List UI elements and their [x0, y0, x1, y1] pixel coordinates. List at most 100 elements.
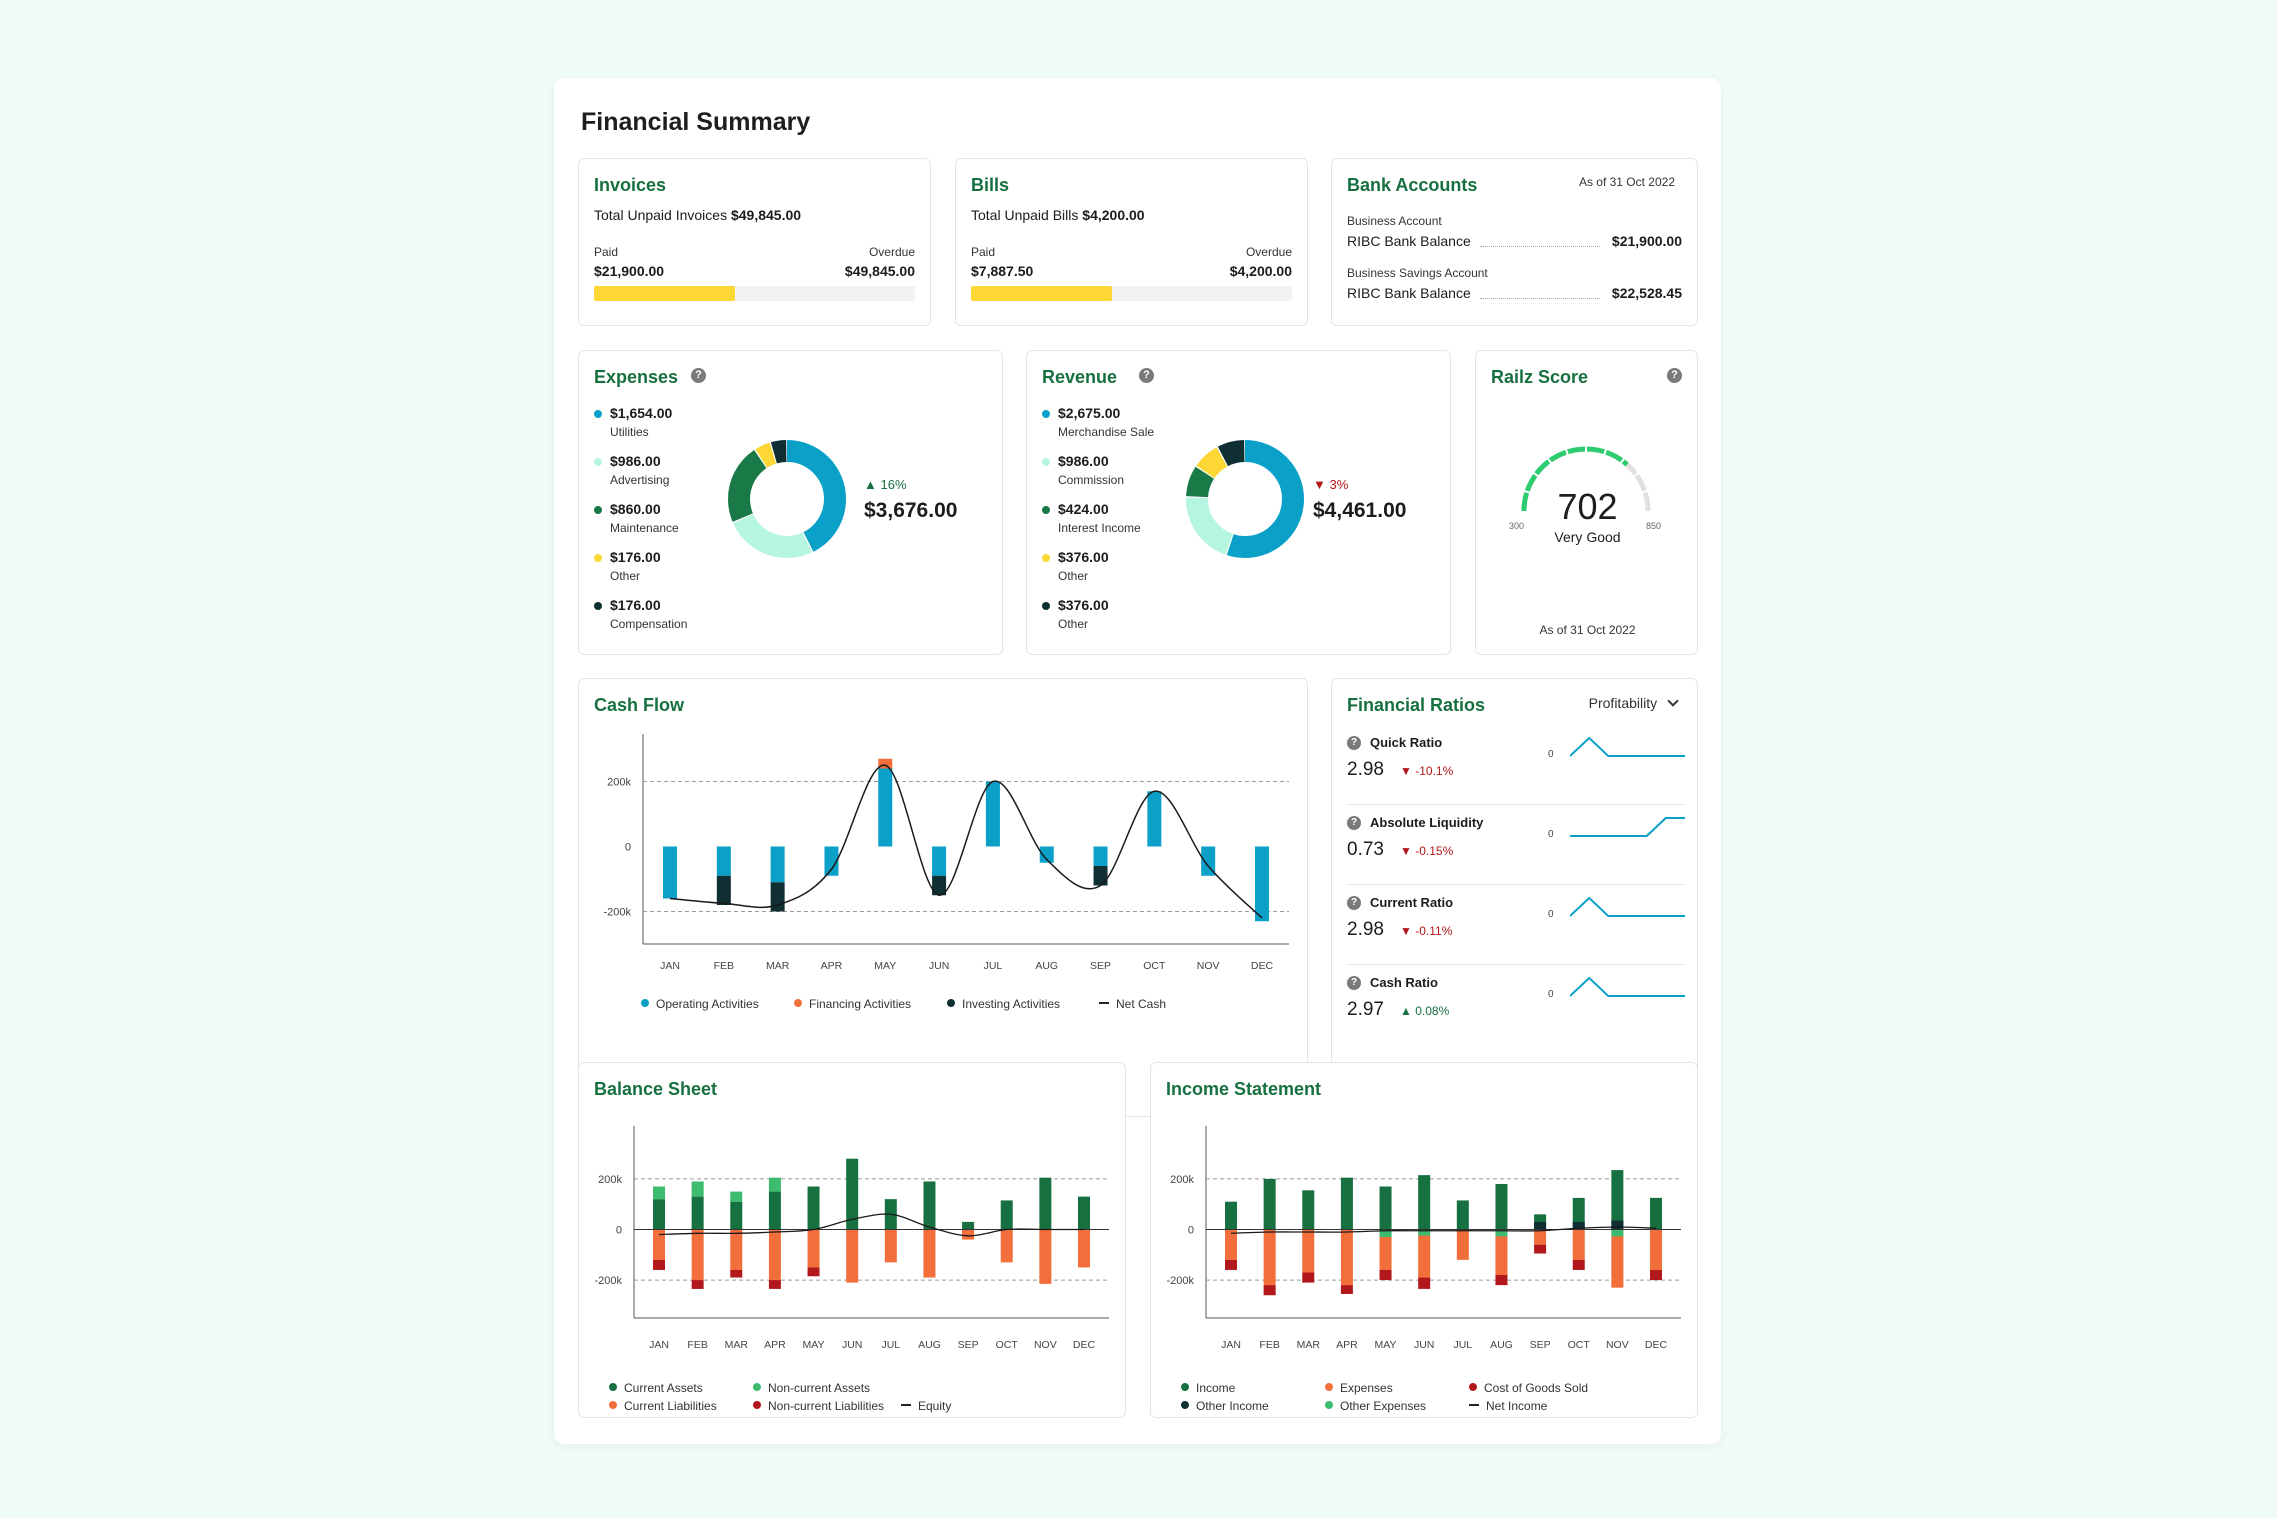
cogs-bar[interactable]: [1572, 1259, 1585, 1270]
legend-cost-of-goods-sold[interactable]: Cost of Goods Sold: [1469, 1381, 1588, 1395]
expenses-bar[interactable]: [1418, 1229, 1431, 1278]
legend-other-expenses[interactable]: Other Expenses: [1325, 1399, 1426, 1413]
current-liabilities-bar[interactable]: [653, 1229, 665, 1260]
balance-sheet-card[interactable]: Balance Sheet 200k 0 -200k JAN FEB MAR APR MAY J…: [578, 1062, 1126, 1418]
help-icon[interactable]: ?: [691, 368, 706, 383]
income-bar[interactable]: [1572, 1197, 1585, 1230]
current-assets-bar[interactable]: [962, 1221, 975, 1230]
non-current-assets-bar[interactable]: [691, 1181, 704, 1197]
operating-bar[interactable]: [663, 846, 677, 899]
current-liabilities-bar[interactable]: [691, 1229, 704, 1281]
ratio-row[interactable]: ? Quick Ratio 2.98 ▼ -10.1% 0: [1332, 734, 1699, 814]
income-bar[interactable]: [1302, 1190, 1315, 1230]
expenses-donut-slice[interactable]: [728, 440, 846, 558]
investing-bar[interactable]: [716, 875, 731, 905]
current-assets-bar[interactable]: [1078, 1196, 1090, 1230]
income-bar[interactable]: [1225, 1201, 1237, 1230]
legend-net-cash[interactable]: Net Cash: [1099, 997, 1166, 1011]
help-icon[interactable]: ?: [1347, 816, 1361, 830]
legend-operating-activities[interactable]: Operating Activities: [641, 997, 759, 1011]
current-assets-bar[interactable]: [691, 1196, 704, 1230]
income-bar[interactable]: [1611, 1170, 1624, 1230]
help-icon[interactable]: ?: [1347, 976, 1361, 990]
invoices-card[interactable]: Invoices Total Unpaid Invoices $49,845.0…: [578, 158, 931, 326]
investing-bar[interactable]: [1093, 866, 1108, 886]
other-expenses-bar[interactable]: [1611, 1229, 1624, 1237]
expenses-bar[interactable]: [1225, 1229, 1237, 1260]
non-current-liabilities-bar[interactable]: [653, 1259, 665, 1270]
other-income-bar[interactable]: [1611, 1220, 1624, 1230]
current-assets-bar[interactable]: [768, 1191, 781, 1230]
income-bar[interactable]: [1456, 1200, 1469, 1230]
cogs-bar[interactable]: [1340, 1285, 1353, 1294]
income-bar[interactable]: [1418, 1175, 1431, 1230]
investing-bar[interactable]: [932, 875, 947, 896]
current-assets-bar[interactable]: [1039, 1177, 1052, 1230]
current-assets-bar[interactable]: [846, 1158, 859, 1230]
legend-non-current-liabilities[interactable]: Non-current Liabilities: [753, 1399, 884, 1413]
legend-other-income[interactable]: Other Income: [1181, 1399, 1269, 1413]
cogs-bar[interactable]: [1534, 1244, 1547, 1254]
non-current-assets-bar[interactable]: [730, 1191, 743, 1202]
operating-bar[interactable]: [1201, 846, 1216, 876]
operating-bar[interactable]: [985, 781, 1000, 847]
legend-financing-activities[interactable]: Financing Activities: [794, 997, 911, 1011]
operating-bar[interactable]: [1147, 791, 1162, 847]
legend-current-assets[interactable]: Current Assets: [609, 1381, 703, 1395]
current-liabilities-bar[interactable]: [1000, 1229, 1013, 1263]
current-liabilities-bar[interactable]: [807, 1229, 820, 1268]
revenue-donut-slice[interactable]: [1186, 440, 1304, 558]
other-expenses-bar[interactable]: [1495, 1229, 1508, 1237]
expenses-bar[interactable]: [1611, 1229, 1624, 1288]
legend-net-income[interactable]: Net Income: [1469, 1399, 1547, 1413]
operating-bar[interactable]: [1039, 846, 1054, 863]
railz-score-card[interactable]: Railz Score ? 300 850 702 Very Good As o…: [1475, 350, 1698, 655]
other-expenses-bar[interactable]: [1418, 1229, 1431, 1236]
current-liabilities-bar[interactable]: [962, 1229, 975, 1240]
expenses-bar[interactable]: [1302, 1229, 1315, 1273]
expenses-donut-slice[interactable]: [728, 440, 846, 558]
current-liabilities-bar[interactable]: [884, 1229, 897, 1263]
current-liabilities-bar[interactable]: [1039, 1229, 1052, 1284]
current-liabilities-bar[interactable]: [846, 1229, 859, 1283]
legend-expenses[interactable]: Expenses: [1325, 1381, 1393, 1395]
non-current-liabilities-bar[interactable]: [768, 1280, 781, 1289]
income-statement-card[interactable]: Income Statement 200k 0 -200k JAN FEB MAR APR M…: [1150, 1062, 1698, 1418]
cogs-bar[interactable]: [1302, 1272, 1315, 1283]
expenses-bar[interactable]: [1379, 1229, 1392, 1270]
expenses-bar[interactable]: [1572, 1229, 1585, 1260]
current-liabilities-bar[interactable]: [730, 1229, 743, 1270]
other-expenses-bar[interactable]: [1379, 1229, 1392, 1238]
help-icon[interactable]: ?: [1139, 368, 1154, 383]
operating-bar[interactable]: [932, 846, 947, 876]
operating-bar[interactable]: [878, 768, 893, 847]
operating-bar[interactable]: [716, 846, 731, 876]
legend-income[interactable]: Income: [1181, 1381, 1235, 1395]
non-current-liabilities-bar[interactable]: [730, 1269, 743, 1278]
ratio-row[interactable]: ? Cash Ratio 2.97 ▲ 0.08% 0: [1332, 974, 1699, 1054]
current-liabilities-bar[interactable]: [1078, 1229, 1090, 1268]
non-current-liabilities-bar[interactable]: [807, 1267, 820, 1277]
income-bar[interactable]: [1495, 1183, 1508, 1230]
current-assets-bar[interactable]: [807, 1186, 820, 1230]
current-liabilities-bar[interactable]: [768, 1229, 781, 1281]
ratio-row[interactable]: ? Current Ratio 2.98 ▼ -0.11% 0: [1332, 894, 1699, 974]
expenses-bar[interactable]: [1534, 1229, 1547, 1245]
current-assets-bar[interactable]: [923, 1181, 936, 1230]
help-icon[interactable]: ?: [1347, 736, 1361, 750]
operating-bar[interactable]: [770, 846, 785, 883]
investing-bar[interactable]: [770, 882, 785, 912]
other-income-bar[interactable]: [1534, 1221, 1547, 1230]
current-assets-bar[interactable]: [730, 1201, 743, 1230]
expenses-bar[interactable]: [1340, 1229, 1353, 1286]
revenue-donut-slice[interactable]: [1186, 440, 1304, 558]
income-bar[interactable]: [1379, 1186, 1392, 1230]
ratio-row[interactable]: ? Absolute Liquidity 0.73 ▼ -0.15% 0: [1332, 814, 1699, 894]
expenses-bar[interactable]: [1495, 1229, 1508, 1276]
cogs-bar[interactable]: [1379, 1269, 1392, 1281]
legend-non-current-assets[interactable]: Non-current Assets: [753, 1381, 870, 1395]
bills-card[interactable]: Bills Total Unpaid Bills $4,200.00 Paid …: [955, 158, 1308, 326]
current-assets-bar[interactable]: [653, 1199, 665, 1230]
legend-investing-activities[interactable]: Investing Activities: [947, 997, 1060, 1011]
income-bar[interactable]: [1650, 1197, 1662, 1230]
